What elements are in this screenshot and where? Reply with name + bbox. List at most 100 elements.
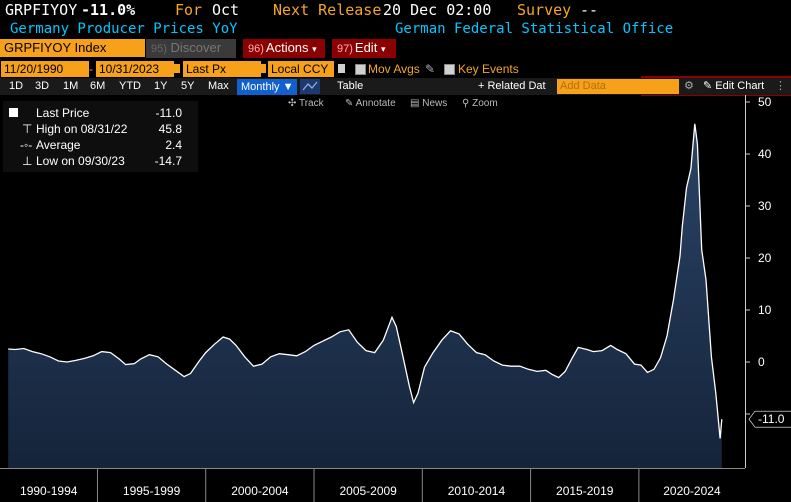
line-chart[interactable]: 1990-1994 1995-1999 2000-2004 2005-2009 2010… [0, 95, 791, 502]
for-label: For [175, 1, 203, 19]
period-1d[interactable]: 1D [9, 80, 24, 92]
low-marker-icon: ⊥ [22, 154, 32, 168]
y-tick-label: 40 [758, 147, 772, 161]
security-toolbar: GRPFIYOY Index 95) Discover 96) Actions ▾… [0, 38, 791, 96]
currency-select[interactable]: Local CCY [268, 61, 334, 77]
last-value-box [748, 410, 791, 428]
period-6m[interactable]: 6M [90, 80, 106, 92]
discover-button[interactable]: 95) Discover [146, 39, 236, 58]
series-line [8, 123, 723, 439]
ticker: GRPFIYOY [5, 1, 78, 19]
dropdown-arrow-icon: ▾ [380, 44, 386, 54]
source: German Federal Statistical Office [395, 21, 674, 37]
annotate-tool[interactable]: ✎ Annotate [345, 98, 396, 109]
security-field[interactable]: GRPFIYOY Index [0, 39, 145, 57]
survey-label: Survey [517, 1, 572, 19]
edit-chart-button[interactable]: ✎ Edit Chart [703, 80, 765, 92]
description: Germany Producer Prices YoY [10, 21, 238, 37]
legend-last-label: Last Price [36, 106, 90, 120]
header-line-2: Germany Producer Prices YoY German Feder… [0, 20, 791, 38]
x-period-label: 2015-2019 [556, 484, 614, 498]
legend-avg-value: 2.4 [165, 138, 182, 152]
period-dividers [96, 468, 640, 502]
edit-button[interactable]: 97) Edit ▾ [332, 39, 396, 58]
x-period-label: 2020-2024 [663, 484, 721, 498]
legend-low-label: Low on 09/30/23 [36, 154, 125, 168]
settings-icon[interactable]: ⚙ [684, 80, 694, 92]
y-tick-label: 50 [758, 95, 772, 109]
frequency-select[interactable]: Monthly ▼ [237, 79, 298, 95]
series-area [8, 123, 722, 469]
track-tool[interactable]: ✣ Track [288, 98, 325, 109]
x-period-label: 2005-2009 [339, 484, 397, 498]
x-axis: 1990-1994 1995-1999 2000-2004 2005-2009 2010… [0, 468, 745, 498]
x-period-label: 2000-2004 [231, 484, 289, 498]
last-value-label: -11.0 [758, 412, 785, 426]
header-line-1: GRPFIYOY -11.0% For Oct Next Release 20 … [0, 0, 791, 20]
actions-num: 96) [248, 43, 264, 55]
next-release-label: Next Release [273, 1, 382, 19]
related-data-label: Related Dat [487, 80, 546, 92]
zoom-tool[interactable]: ⚲ Zoom [462, 98, 498, 109]
discover-label: Discover [170, 40, 222, 55]
news-tool[interactable]: ▤ News [410, 98, 447, 109]
survey-value: -- [580, 1, 599, 19]
legend-last-value: -11.0 [156, 106, 183, 120]
last-price-swatch-icon [9, 108, 18, 117]
dropdown-arrow-icon: ▾ [312, 44, 317, 54]
y-axis: 0 10 20 30 40 50 -11.0 [745, 95, 791, 468]
legend: Last Price -11.0 ⊤ High on 08/31/22 45.8… [3, 101, 198, 172]
average-marker-icon: -◦- [20, 138, 32, 152]
period-toolbar: 1D 3D 1M 6M YTD 1Y 5Y Max Monthly ▼ Tabl… [0, 78, 791, 95]
high-marker-icon: ⊤ [22, 122, 32, 136]
area-layer [8, 123, 723, 469]
menu-icon[interactable]: ⋮ [775, 80, 786, 92]
start-date-input[interactable]: 11/20/1990 [1, 61, 89, 77]
currency-dropdown-icon[interactable] [338, 64, 345, 73]
edit-label: Edit [354, 40, 378, 55]
legend-box [3, 101, 198, 172]
add-data-input[interactable]: Add Data [557, 79, 679, 94]
end-date-input[interactable]: 10/31/2023 [96, 61, 174, 77]
period-3d[interactable]: 3D [35, 80, 50, 92]
y-tick-label: 30 [758, 199, 772, 213]
line-chart-icon[interactable] [300, 79, 320, 94]
chart-tools: ✣ Track ✎ Annotate ▤ News ⚲ Zoom [288, 98, 498, 109]
y-tick-label: 0 [758, 355, 765, 369]
period-1m[interactable]: 1M [63, 80, 79, 92]
y-tick-label: 10 [758, 303, 772, 317]
actions-label: Actions [265, 40, 309, 55]
actions-button[interactable]: 96) Actions ▾ [243, 39, 325, 58]
calendar-icon[interactable] [172, 64, 180, 73]
legend-avg-label: Average [36, 138, 81, 152]
period-ytd[interactable]: YTD [119, 80, 141, 92]
edit-chart-label: Edit Chart [715, 80, 765, 92]
next-release-value: 20 Dec 02:00 [383, 1, 492, 19]
period-1y[interactable]: 1Y [154, 80, 168, 92]
discover-num: 95) [151, 43, 167, 55]
key-events-label: Key Events [458, 62, 519, 76]
key-events-checkbox[interactable] [444, 64, 455, 75]
mov-avgs-checkbox[interactable] [355, 64, 366, 75]
related-data-button[interactable]: + Related Dat [478, 80, 546, 92]
legend-high-label: High on 08/31/22 [36, 122, 128, 136]
x-period-label: 1990-1994 [20, 484, 78, 498]
edit-num: 97) [337, 43, 353, 55]
period-5y[interactable]: 5Y [181, 80, 195, 92]
table-tab[interactable]: Table [337, 80, 364, 92]
x-period-label: 1995-1999 [123, 484, 181, 498]
for-value: Oct [212, 1, 240, 19]
mov-avgs-label: Mov Avgs [368, 62, 420, 76]
y-tick-label: 20 [758, 251, 772, 265]
field-dropdown-icon[interactable] [260, 64, 266, 73]
frequency-label: Monthly [241, 81, 280, 93]
range-toolbar: 11/20/1990 - 10/31/2023 Last Px Local CC… [0, 61, 791, 78]
legend-high-value: 45.8 [159, 122, 183, 136]
legend-low-value: -14.7 [155, 154, 183, 168]
period-max[interactable]: Max [208, 80, 229, 92]
change-value: -11.0% [81, 1, 136, 19]
field-select[interactable]: Last Px [183, 61, 261, 77]
range-separator: - [89, 62, 93, 76]
pencil-icon[interactable]: ✎ [425, 62, 436, 76]
x-period-label: 2010-2014 [448, 484, 506, 498]
